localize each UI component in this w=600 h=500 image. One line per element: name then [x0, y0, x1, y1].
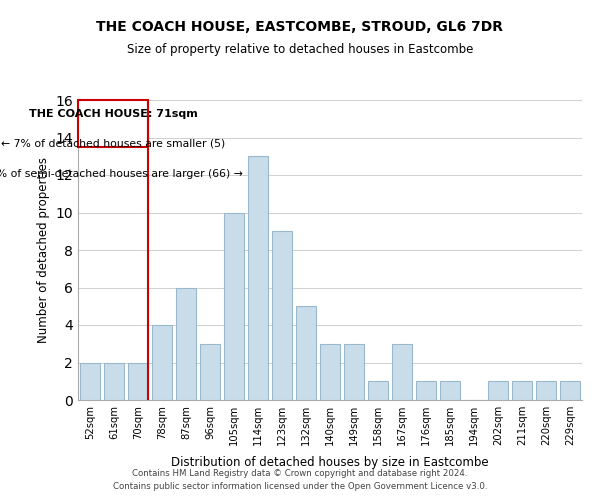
- Bar: [176, 288, 196, 400]
- Bar: [224, 212, 244, 400]
- X-axis label: Distribution of detached houses by size in Eastcombe: Distribution of detached houses by size …: [171, 456, 489, 469]
- Text: ← 7% of detached houses are smaller (5): ← 7% of detached houses are smaller (5): [1, 139, 225, 149]
- Text: THE COACH HOUSE, EASTCOMBE, STROUD, GL6 7DR: THE COACH HOUSE, EASTCOMBE, STROUD, GL6 …: [97, 20, 503, 34]
- Bar: [80, 362, 100, 400]
- Bar: [536, 381, 556, 400]
- Bar: [200, 344, 220, 400]
- Bar: [248, 156, 268, 400]
- Bar: [416, 381, 436, 400]
- Bar: [440, 381, 460, 400]
- Bar: [272, 231, 292, 400]
- Bar: [296, 306, 316, 400]
- Text: 93% of semi-detached houses are larger (66) →: 93% of semi-detached houses are larger (…: [0, 169, 243, 179]
- Bar: [128, 362, 148, 400]
- Bar: [344, 344, 364, 400]
- Bar: [152, 325, 172, 400]
- Bar: [104, 362, 124, 400]
- FancyBboxPatch shape: [78, 100, 148, 147]
- Text: THE COACH HOUSE: 71sqm: THE COACH HOUSE: 71sqm: [29, 109, 197, 119]
- Text: Contains HM Land Registry data © Crown copyright and database right 2024.: Contains HM Land Registry data © Crown c…: [132, 468, 468, 477]
- Bar: [368, 381, 388, 400]
- Text: Size of property relative to detached houses in Eastcombe: Size of property relative to detached ho…: [127, 42, 473, 56]
- Bar: [392, 344, 412, 400]
- Bar: [488, 381, 508, 400]
- Y-axis label: Number of detached properties: Number of detached properties: [37, 157, 50, 343]
- Bar: [512, 381, 532, 400]
- Bar: [560, 381, 580, 400]
- Text: Contains public sector information licensed under the Open Government Licence v3: Contains public sector information licen…: [113, 482, 487, 491]
- Bar: [320, 344, 340, 400]
